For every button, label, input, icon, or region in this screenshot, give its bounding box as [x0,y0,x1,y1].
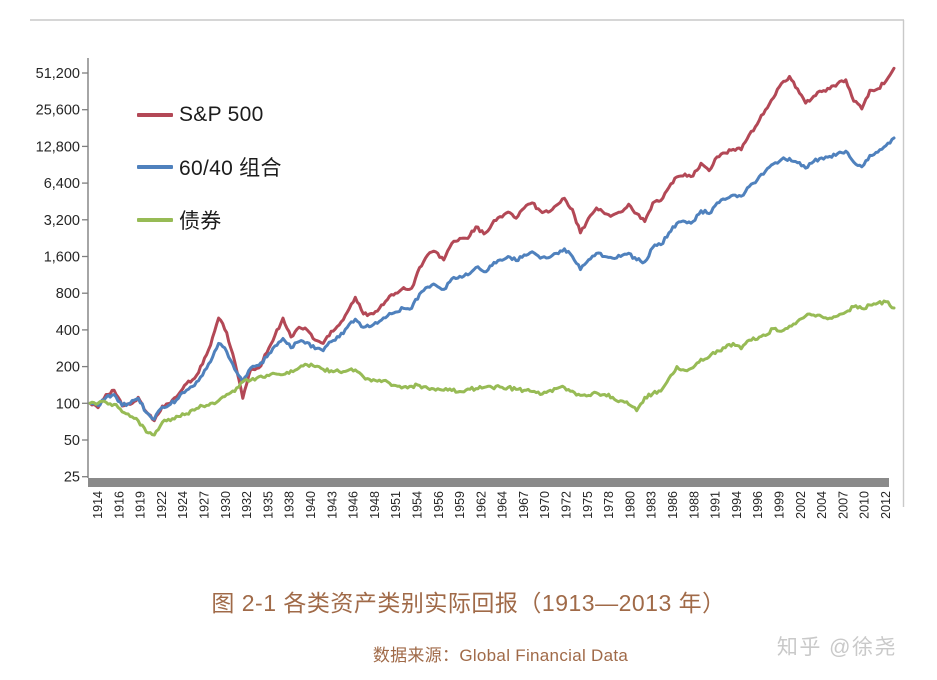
x-tick-label: 1932 [240,491,254,519]
x-tick-label: 1940 [304,491,318,519]
x-tick-label: 1996 [751,491,765,519]
x-tick-label: 1927 [197,491,211,519]
figure-caption: 图 2-1 各类资产类别实际回报（1913—2013 年） [211,590,726,616]
series-line-sp500 [88,66,896,423]
watermark: 知乎 @徐尧 [776,636,897,659]
x-tick-label: 1951 [389,491,403,519]
y-tick-label: 25 [64,470,80,486]
x-tick-label: 1924 [176,491,190,519]
legend-swatch-bonds [137,218,173,222]
data-source-note: 数据来源：Global Financial Data [372,646,629,665]
y-tick-label: 200 [56,360,80,376]
x-tick-label: 1988 [687,491,701,519]
y-tick-label: 3,200 [44,213,80,229]
x-tick-label: 1962 [474,491,488,519]
legend-item-sp500: S&P 500 [137,102,264,128]
series-line-bonds [88,299,896,437]
x-tick-label: 1991 [709,491,723,519]
x-tick-label: 1999 [773,491,787,519]
x-axis-bar [88,478,889,487]
x-tick-label: 1986 [666,491,680,519]
x-tick-label: 1980 [623,491,637,519]
x-tick-label: 1935 [261,491,275,519]
x-tick-label: 1994 [730,491,744,519]
x-tick-label: 1964 [496,491,510,519]
legend-item-bonds: 债券 [137,207,222,233]
legend-label-6040: 60/40 组合 [179,157,282,180]
x-tick-label: 2002 [794,491,808,519]
x-tick-label: 1916 [112,491,126,519]
legend-item-6040: 60/40 组合 [137,154,282,180]
legend-label-sp500: S&P 500 [179,103,264,126]
x-tick-label: 2010 [858,491,872,519]
x-tick-label: 1970 [538,491,552,519]
x-tick-label: 1948 [368,491,382,519]
legend-swatch-sp500 [137,113,173,117]
y-tick-label: 50 [64,433,80,449]
legend-swatch-6040 [137,165,173,169]
x-tick-label: 2004 [815,491,829,519]
x-tick-label: 1967 [517,491,531,519]
y-tick-label: 12,800 [36,139,80,155]
x-tick-label: 1922 [155,491,169,519]
series-line-6040 [88,136,896,421]
y-tick-label: 1,600 [44,250,80,266]
y-tick-label: 100 [56,396,80,412]
y-tick-label: 800 [56,286,80,302]
y-tick-label: 400 [56,323,80,339]
chart-canvas: 25 50 100 200 400 800 1,600 3,200 6,400 12,800 25,… [30,19,905,519]
x-tick-label: 1983 [645,491,659,519]
x-tick-label: 1954 [410,491,424,519]
y-tick-label: 25,600 [36,103,80,119]
x-tick-label: 1930 [219,491,233,519]
x-tick-label: 1978 [602,491,616,519]
x-tick-label: 2007 [836,491,850,519]
asset-returns-chart: 25 50 100 200 400 800 1,600 3,200 6,400 12,800 25,… [30,19,905,519]
x-tick-label: 1938 [283,491,297,519]
legend-label-bonds: 债券 [179,210,222,233]
x-tick-label: 1946 [347,491,361,519]
x-tick-label: 1914 [91,491,105,519]
y-tick-label: 51,200 [36,66,80,82]
x-tick-label: 2012 [879,491,893,519]
y-tick-label: 6,400 [44,176,80,192]
x-tick-label: 1956 [432,491,446,519]
x-tick-label: 1943 [325,491,339,519]
x-tick-label: 1972 [560,491,574,519]
x-tick-label: 1919 [134,491,148,519]
x-tick-label: 1959 [453,491,467,519]
x-tick-label: 1975 [581,491,595,519]
